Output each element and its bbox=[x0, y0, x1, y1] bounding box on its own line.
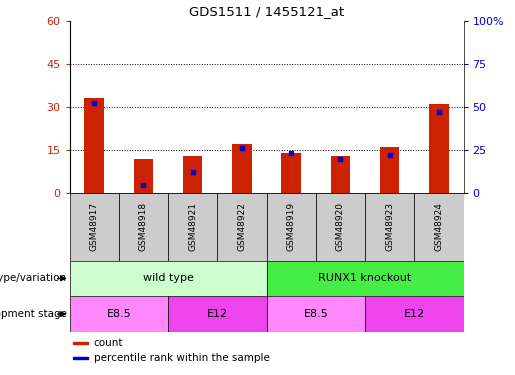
Bar bbox=[331, 156, 350, 193]
Text: E12: E12 bbox=[404, 309, 425, 319]
Point bbox=[238, 145, 246, 151]
Text: GSM48917: GSM48917 bbox=[90, 202, 99, 252]
Text: E12: E12 bbox=[207, 309, 228, 319]
Text: wild type: wild type bbox=[143, 273, 194, 284]
Text: GSM48924: GSM48924 bbox=[434, 202, 443, 251]
Bar bbox=[365, 296, 464, 332]
Point bbox=[336, 156, 345, 162]
Bar bbox=[281, 153, 301, 193]
Bar bbox=[74, 357, 88, 359]
Bar bbox=[168, 193, 217, 261]
Text: GSM48923: GSM48923 bbox=[385, 202, 394, 251]
Bar bbox=[267, 193, 316, 261]
Bar bbox=[70, 261, 267, 296]
Bar bbox=[414, 193, 464, 261]
Text: RUNX1 knockout: RUNX1 knockout bbox=[318, 273, 411, 284]
Bar bbox=[380, 147, 400, 193]
Bar bbox=[84, 98, 104, 193]
Bar bbox=[267, 296, 365, 332]
Point bbox=[188, 170, 197, 176]
Bar bbox=[70, 193, 119, 261]
Text: E8.5: E8.5 bbox=[107, 309, 131, 319]
Title: GDS1511 / 1455121_at: GDS1511 / 1455121_at bbox=[189, 5, 344, 18]
Text: GSM48918: GSM48918 bbox=[139, 202, 148, 252]
Text: development stage: development stage bbox=[0, 309, 67, 319]
Bar bbox=[119, 193, 168, 261]
Bar bbox=[70, 296, 168, 332]
Point bbox=[386, 152, 394, 158]
Bar bbox=[133, 159, 153, 193]
Bar bbox=[365, 193, 414, 261]
Text: E8.5: E8.5 bbox=[303, 309, 328, 319]
Bar bbox=[74, 342, 88, 344]
Bar bbox=[267, 261, 464, 296]
Point bbox=[90, 100, 98, 106]
Bar bbox=[217, 193, 267, 261]
Text: count: count bbox=[94, 338, 123, 348]
Bar bbox=[183, 156, 202, 193]
Point bbox=[287, 150, 295, 156]
Bar bbox=[168, 296, 267, 332]
Bar bbox=[429, 104, 449, 193]
Point bbox=[435, 109, 443, 115]
Text: genotype/variation: genotype/variation bbox=[0, 273, 67, 284]
Text: GSM48920: GSM48920 bbox=[336, 202, 345, 251]
Bar bbox=[316, 193, 365, 261]
Text: GSM48919: GSM48919 bbox=[287, 202, 296, 252]
Text: GSM48921: GSM48921 bbox=[188, 202, 197, 251]
Text: GSM48922: GSM48922 bbox=[237, 202, 246, 251]
Point bbox=[139, 182, 147, 188]
Bar bbox=[232, 144, 252, 193]
Text: percentile rank within the sample: percentile rank within the sample bbox=[94, 353, 269, 363]
